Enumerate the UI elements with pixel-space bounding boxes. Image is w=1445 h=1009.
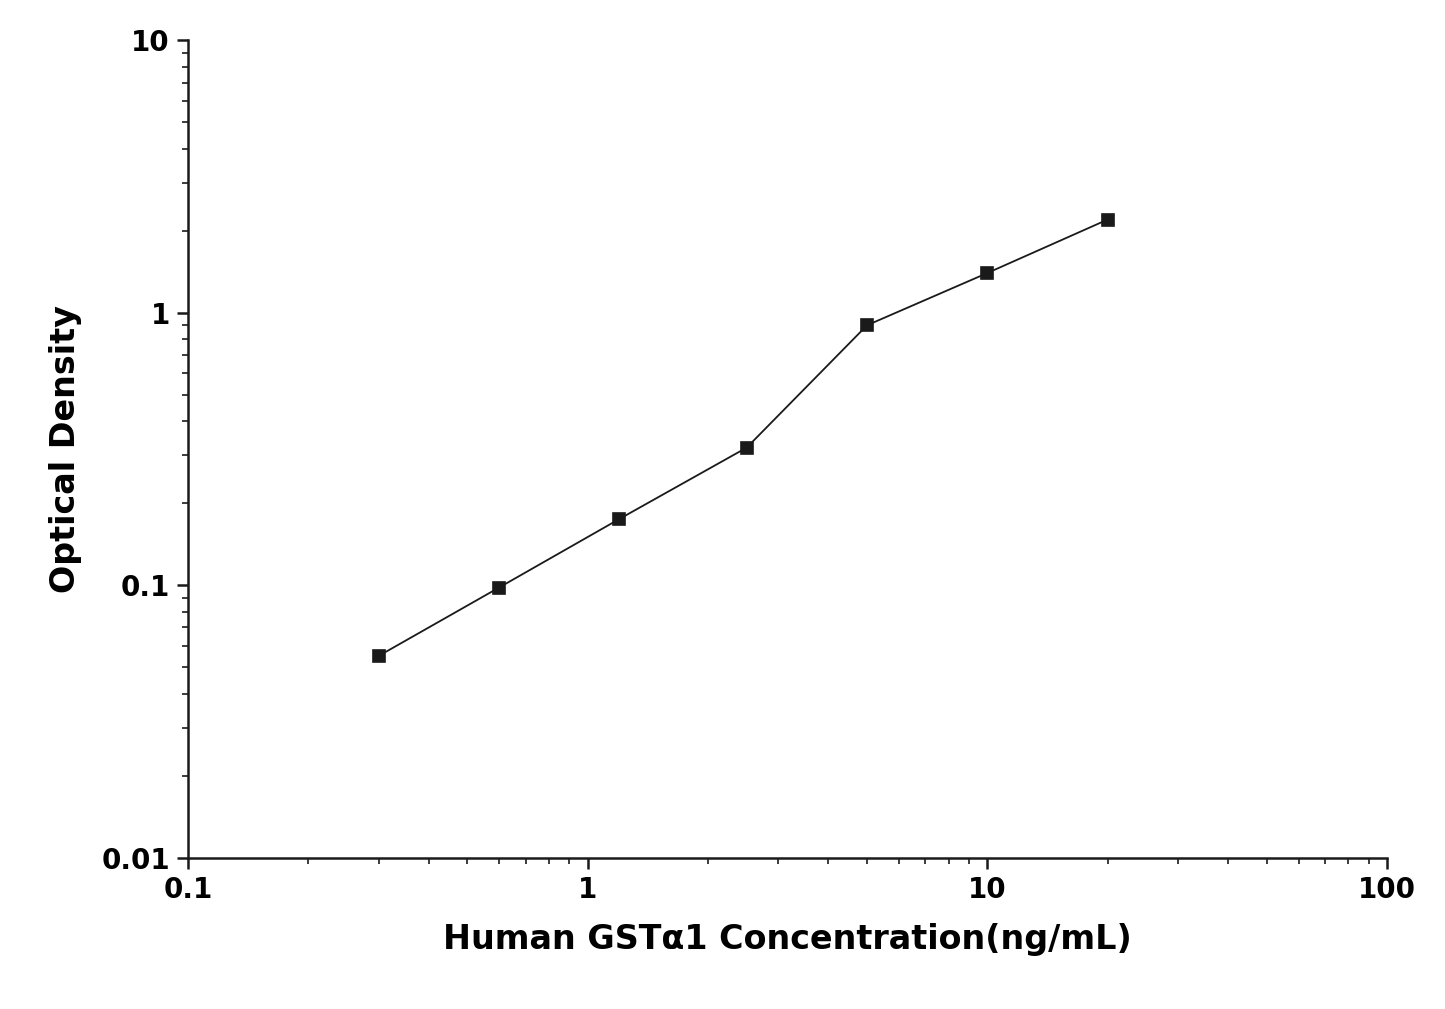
Y-axis label: Optical Density: Optical Density [49, 305, 82, 593]
X-axis label: Human GSTα1 Concentration(ng/mL): Human GSTα1 Concentration(ng/mL) [444, 923, 1131, 957]
